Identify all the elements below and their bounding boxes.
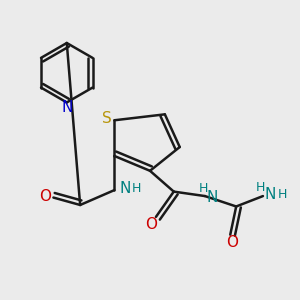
Text: N: N — [61, 100, 73, 115]
Text: N: N — [265, 187, 276, 202]
Text: H: H — [278, 188, 287, 201]
Text: O: O — [146, 217, 158, 232]
Text: O: O — [226, 235, 238, 250]
Text: H: H — [199, 182, 208, 195]
Text: S: S — [102, 111, 112, 126]
Text: N: N — [119, 181, 130, 196]
Text: N: N — [207, 190, 218, 205]
Text: H: H — [255, 181, 265, 194]
Text: O: O — [39, 189, 51, 204]
Text: H: H — [132, 182, 141, 195]
